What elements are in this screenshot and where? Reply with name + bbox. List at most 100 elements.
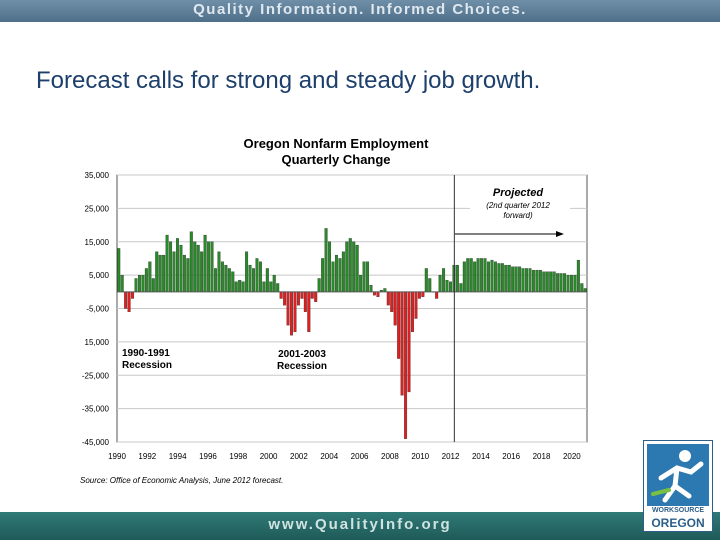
bar (497, 263, 501, 292)
x-tick-label: 2002 (290, 452, 308, 461)
y-tick-label: 25,000 (85, 204, 110, 213)
bar (476, 258, 480, 292)
bar (182, 254, 186, 292)
bar (397, 291, 401, 359)
bar (455, 264, 459, 292)
x-tick-label: 1992 (138, 452, 156, 461)
bar (127, 291, 131, 312)
x-tick-label: 2020 (563, 452, 581, 461)
recession2-label-line2: Recession (277, 361, 327, 372)
bar (407, 291, 411, 393)
bar (214, 268, 217, 292)
bar (372, 291, 376, 296)
bar (189, 231, 193, 292)
bar (417, 291, 421, 299)
bar (393, 291, 397, 326)
bar (258, 261, 262, 292)
chart-title: Oregon Nonfarm Employment (244, 136, 430, 151)
bar (438, 274, 442, 292)
bar (300, 291, 304, 299)
x-axis-ticks: 1990 1992 1994 1996 1998 2000 2002 2004 2006 2008… (108, 452, 581, 461)
bar (573, 274, 577, 292)
bar (148, 261, 152, 292)
bar (424, 268, 428, 292)
y-tick-label: 5,000 (89, 271, 110, 280)
bar (272, 274, 276, 292)
x-tick-label: 2000 (260, 452, 278, 461)
bar (200, 251, 204, 292)
bar (404, 291, 408, 439)
bar (155, 251, 159, 292)
bar (490, 259, 494, 292)
bar (525, 268, 528, 292)
bar (241, 281, 245, 292)
bar (480, 258, 484, 292)
bar (248, 264, 252, 292)
top-banner-tagline: Quality Information. Informed Choices. (193, 1, 527, 18)
bar (324, 228, 328, 292)
bar (172, 251, 176, 292)
bar (334, 254, 338, 292)
bar (514, 266, 518, 292)
bar (535, 269, 539, 292)
website-link[interactable]: www.QualityInfo.org (268, 516, 452, 533)
bar (576, 259, 580, 292)
bar (134, 278, 138, 292)
slide-title: Forecast calls for strong and steady job… (36, 67, 541, 94)
runner-figure-icon (647, 444, 709, 506)
bar (169, 241, 173, 292)
bar (400, 291, 404, 396)
bar (120, 274, 124, 292)
bar (307, 291, 311, 333)
worksource-oregon-logo: WORKSOURCE OREGON (643, 440, 713, 532)
bar (144, 268, 148, 292)
bar (469, 258, 473, 292)
bar (210, 241, 214, 292)
bar (220, 261, 224, 292)
bar (341, 251, 345, 292)
projected-title: Projected (493, 187, 543, 199)
bar (151, 278, 155, 292)
bar (390, 291, 394, 312)
x-tick-label: 2018 (533, 452, 551, 461)
bar (269, 281, 273, 292)
bar (362, 261, 366, 292)
bar (504, 264, 508, 292)
bar (234, 281, 238, 292)
x-tick-label: 1996 (199, 452, 217, 461)
bar (238, 279, 242, 292)
bar (466, 258, 470, 292)
projected-arrow-head (556, 231, 564, 237)
recession1-label-box (119, 346, 183, 372)
x-tick-label: 2010 (411, 452, 429, 461)
y-tick-label: -35,000 (82, 405, 110, 414)
top-banner (0, 0, 720, 22)
bar (162, 254, 166, 292)
bar (549, 271, 553, 292)
bar (383, 288, 387, 292)
bar (442, 268, 446, 292)
bar (158, 254, 162, 292)
bar (410, 291, 414, 333)
x-tick-label: 1994 (169, 452, 187, 461)
x-tick-label: 2006 (351, 452, 369, 461)
bar (317, 278, 321, 292)
y-tick-label: 15,000 (85, 238, 110, 247)
bar (231, 271, 235, 292)
bar (186, 258, 190, 292)
x-tick-label: 2016 (502, 452, 520, 461)
bar (290, 291, 294, 336)
bar (255, 258, 259, 292)
bar (321, 258, 325, 292)
bar (435, 291, 439, 299)
bar (245, 251, 249, 292)
bar (283, 291, 287, 306)
logo-line1: WORKSOURCE (651, 507, 705, 514)
bar (131, 291, 135, 299)
bar (286, 291, 290, 326)
chart-subtitle: Quarterly Change (281, 152, 390, 167)
bar (124, 291, 128, 309)
bar (421, 291, 425, 297)
y-axis-ticks: 35,000 25,000 15,000 5,000 -5,000 15,000 -25,0… (82, 171, 110, 447)
bar (355, 244, 359, 292)
